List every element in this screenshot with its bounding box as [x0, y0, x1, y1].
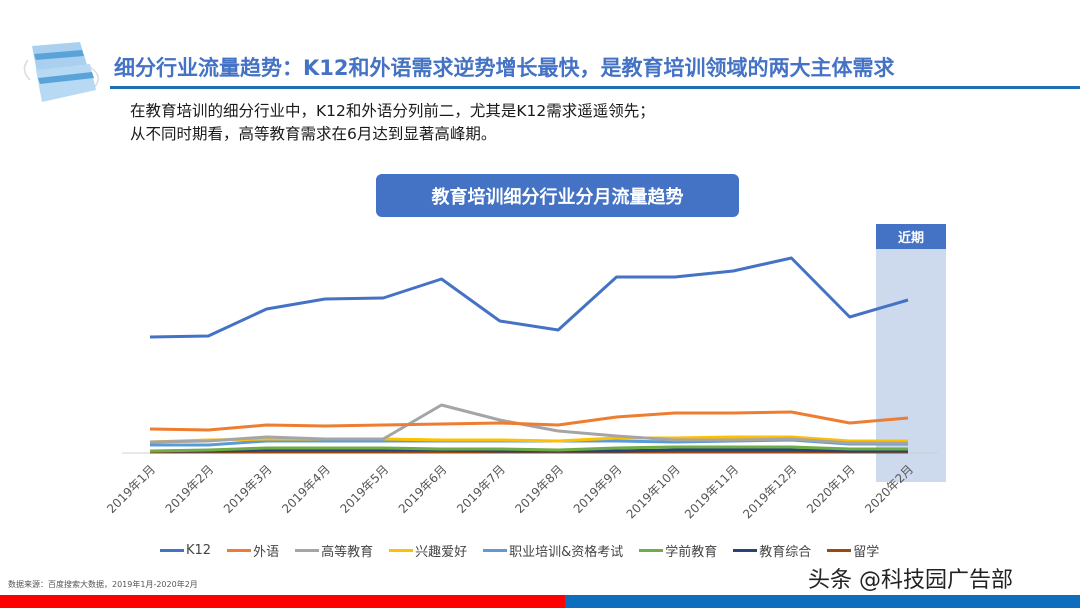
x-tick-label: 2019年10月: [624, 462, 683, 521]
subtitle-line-1: 在教育培训的细分行业中，K12和外语分列前二，尤其是K12需求遥遥领先；: [130, 102, 655, 120]
subtitle-line-2: 从不同时期看，高等教育需求在6月达到显著高峰期。: [130, 125, 497, 143]
series-line: [149, 410, 909, 432]
x-tick-label: 2019年8月: [512, 462, 566, 516]
x-tick-label: 2019年5月: [337, 462, 391, 516]
legend-swatch: [389, 549, 414, 552]
legend-swatch: [733, 549, 758, 552]
series-line: [149, 256, 909, 339]
legend-item-foreign-language: 外语: [227, 541, 279, 560]
x-tick-label: 2019年6月: [396, 462, 450, 516]
legend-swatch: [639, 549, 664, 552]
x-tick-label: 2019年2月: [163, 462, 217, 516]
legend-item-preschool: 学前教育: [639, 541, 717, 560]
footer-band-red: [0, 595, 565, 608]
legend-swatch: [483, 549, 508, 552]
legend-swatch: [227, 549, 252, 552]
data-source: 数据来源：百度搜索大数据，2019年1月-2020年2月: [8, 580, 198, 589]
series-line: [149, 445, 908, 453]
x-tick-label: 2019年4月: [279, 462, 333, 516]
recent-highlight: [876, 224, 946, 482]
chart-legend: K12 外语 高等教育 兴趣爱好 职业培训&资格考试 学前教育 教育综合 留学: [160, 541, 879, 560]
series-line: [149, 435, 908, 444]
legend-item-k12: K12: [160, 543, 211, 558]
x-tick-label: 2019年1月: [104, 462, 158, 516]
watermark: 头条 @科技园广告部: [808, 568, 1013, 593]
x-tick-label: 2019年12月: [740, 462, 799, 521]
x-tick-label: 2019年9月: [571, 462, 625, 516]
face-mask-icon: [23, 42, 99, 102]
footer-band-blue: [565, 595, 1080, 608]
legend-swatch: [827, 549, 852, 552]
legend-swatch: [295, 549, 320, 552]
x-axis-labels: 2019年1月 2019年2月 2019年3月 2019年4月 2019年5月 2019年…: [104, 462, 916, 521]
x-tick-label: 2019年3月: [221, 462, 275, 516]
x-tick-label: 2019年11月: [682, 462, 741, 521]
legend-swatch: [160, 549, 184, 552]
subtitle: 在教育培训的细分行业中，K12和外语分列前二，尤其是K12需求遥遥领先； 从不同…: [130, 100, 655, 146]
line-chart: 近期 2019年1月 2019年2月 2019年3月 2019年4月 2019年5月 20…: [104, 224, 946, 521]
legend-item-higher-education: 高等教育: [295, 541, 373, 560]
x-tick-label: 2020年1月: [804, 462, 858, 516]
page-title: 细分行业流量趋势：K12和外语需求逆势增长最快，是教育培训领域的两大主体需求: [114, 56, 895, 80]
series-lines: [149, 256, 909, 454]
legend-item-vocational: 职业培训&资格考试: [483, 541, 623, 560]
title-divider: [110, 86, 1080, 89]
x-tick-label: 2019年7月: [454, 462, 508, 516]
legend-item-study-abroad: 留学: [827, 541, 879, 560]
recent-label: 近期: [898, 230, 924, 246]
legend-item-general-education: 教育综合: [733, 541, 811, 560]
legend-item-hobbies: 兴趣爱好: [389, 541, 467, 560]
chart-title: 教育培训细分行业分月流量趋势: [376, 174, 739, 217]
recent-label-bg: [876, 224, 946, 249]
